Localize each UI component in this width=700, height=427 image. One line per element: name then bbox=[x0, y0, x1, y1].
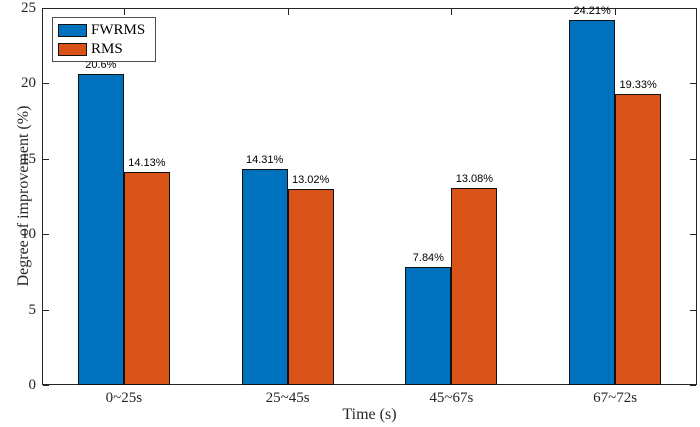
y-axis-title: Degree of improvement (%) bbox=[15, 105, 32, 286]
bar-value-label: 20.6% bbox=[85, 59, 117, 72]
bar-fwrms-67~72s bbox=[569, 19, 616, 385]
bar-value-label: 14.31% bbox=[245, 154, 284, 167]
y-tick-mark-left bbox=[43, 8, 49, 9]
legend-item-fwrms: FWRMS bbox=[58, 22, 145, 38]
y-tick-mark-right bbox=[690, 234, 696, 236]
y-tick-mark-right bbox=[690, 83, 696, 85]
bar-value-label: 14.13% bbox=[128, 156, 166, 169]
bar-value-label: 19.33% bbox=[619, 78, 657, 91]
bar-value-label: 7.84% bbox=[412, 251, 444, 264]
y-tick-mark-left bbox=[43, 234, 49, 236]
legend: FWRMS RMS bbox=[52, 17, 157, 62]
y-tick-label: 20 bbox=[21, 75, 36, 92]
y-tick-label: 10 bbox=[21, 226, 36, 243]
y-tick-label: 0 bbox=[28, 377, 37, 393]
bar-fwrms-25~45s bbox=[241, 169, 288, 385]
bar-fwrms-45~67s bbox=[405, 266, 452, 385]
legend-label: FWRMS bbox=[91, 22, 146, 38]
x-tick-label: 25~45s bbox=[265, 390, 310, 406]
bar-value-label: 24.21% bbox=[573, 4, 611, 17]
x-tick-mark-top bbox=[615, 9, 617, 15]
bar-rms-0~25s bbox=[123, 171, 170, 385]
x-tick-label: 67~72s bbox=[593, 390, 638, 406]
y-tick-mark-left bbox=[43, 309, 49, 311]
bar-value-label: 13.08% bbox=[455, 172, 494, 185]
x-axis-title: Time (s) bbox=[342, 406, 397, 423]
y-tick-mark-right bbox=[690, 8, 696, 9]
y-tick-mark-right bbox=[690, 309, 696, 311]
bar-rms-25~45s bbox=[287, 188, 334, 385]
y-tick-mark-left bbox=[43, 83, 49, 85]
y-tick-label: 25 bbox=[21, 0, 36, 16]
y-tick-label: 15 bbox=[21, 150, 36, 167]
x-tick-mark-top bbox=[451, 9, 453, 15]
legend-swatch-rms bbox=[58, 42, 87, 56]
y-tick-mark-left bbox=[43, 385, 49, 386]
y-tick-label: 5 bbox=[28, 301, 37, 318]
legend-item-rms: RMS bbox=[58, 41, 145, 57]
bar-fwrms-0~25s bbox=[77, 74, 124, 385]
y-tick-mark-left bbox=[43, 158, 49, 160]
y-tick-mark-right bbox=[690, 158, 696, 160]
legend-swatch-fwrms bbox=[58, 23, 87, 37]
y-tick-mark-right bbox=[690, 385, 696, 386]
x-tick-mark-top bbox=[123, 9, 125, 15]
x-tick-mark-top bbox=[287, 9, 289, 15]
legend-label: RMS bbox=[91, 41, 123, 57]
bar-value-label: 13.02% bbox=[291, 173, 330, 186]
bar-rms-45~67s bbox=[451, 187, 498, 385]
x-tick-label: 0~25s bbox=[105, 390, 143, 406]
x-tick-label: 45~67s bbox=[429, 390, 474, 406]
bar-rms-67~72s bbox=[615, 93, 662, 385]
